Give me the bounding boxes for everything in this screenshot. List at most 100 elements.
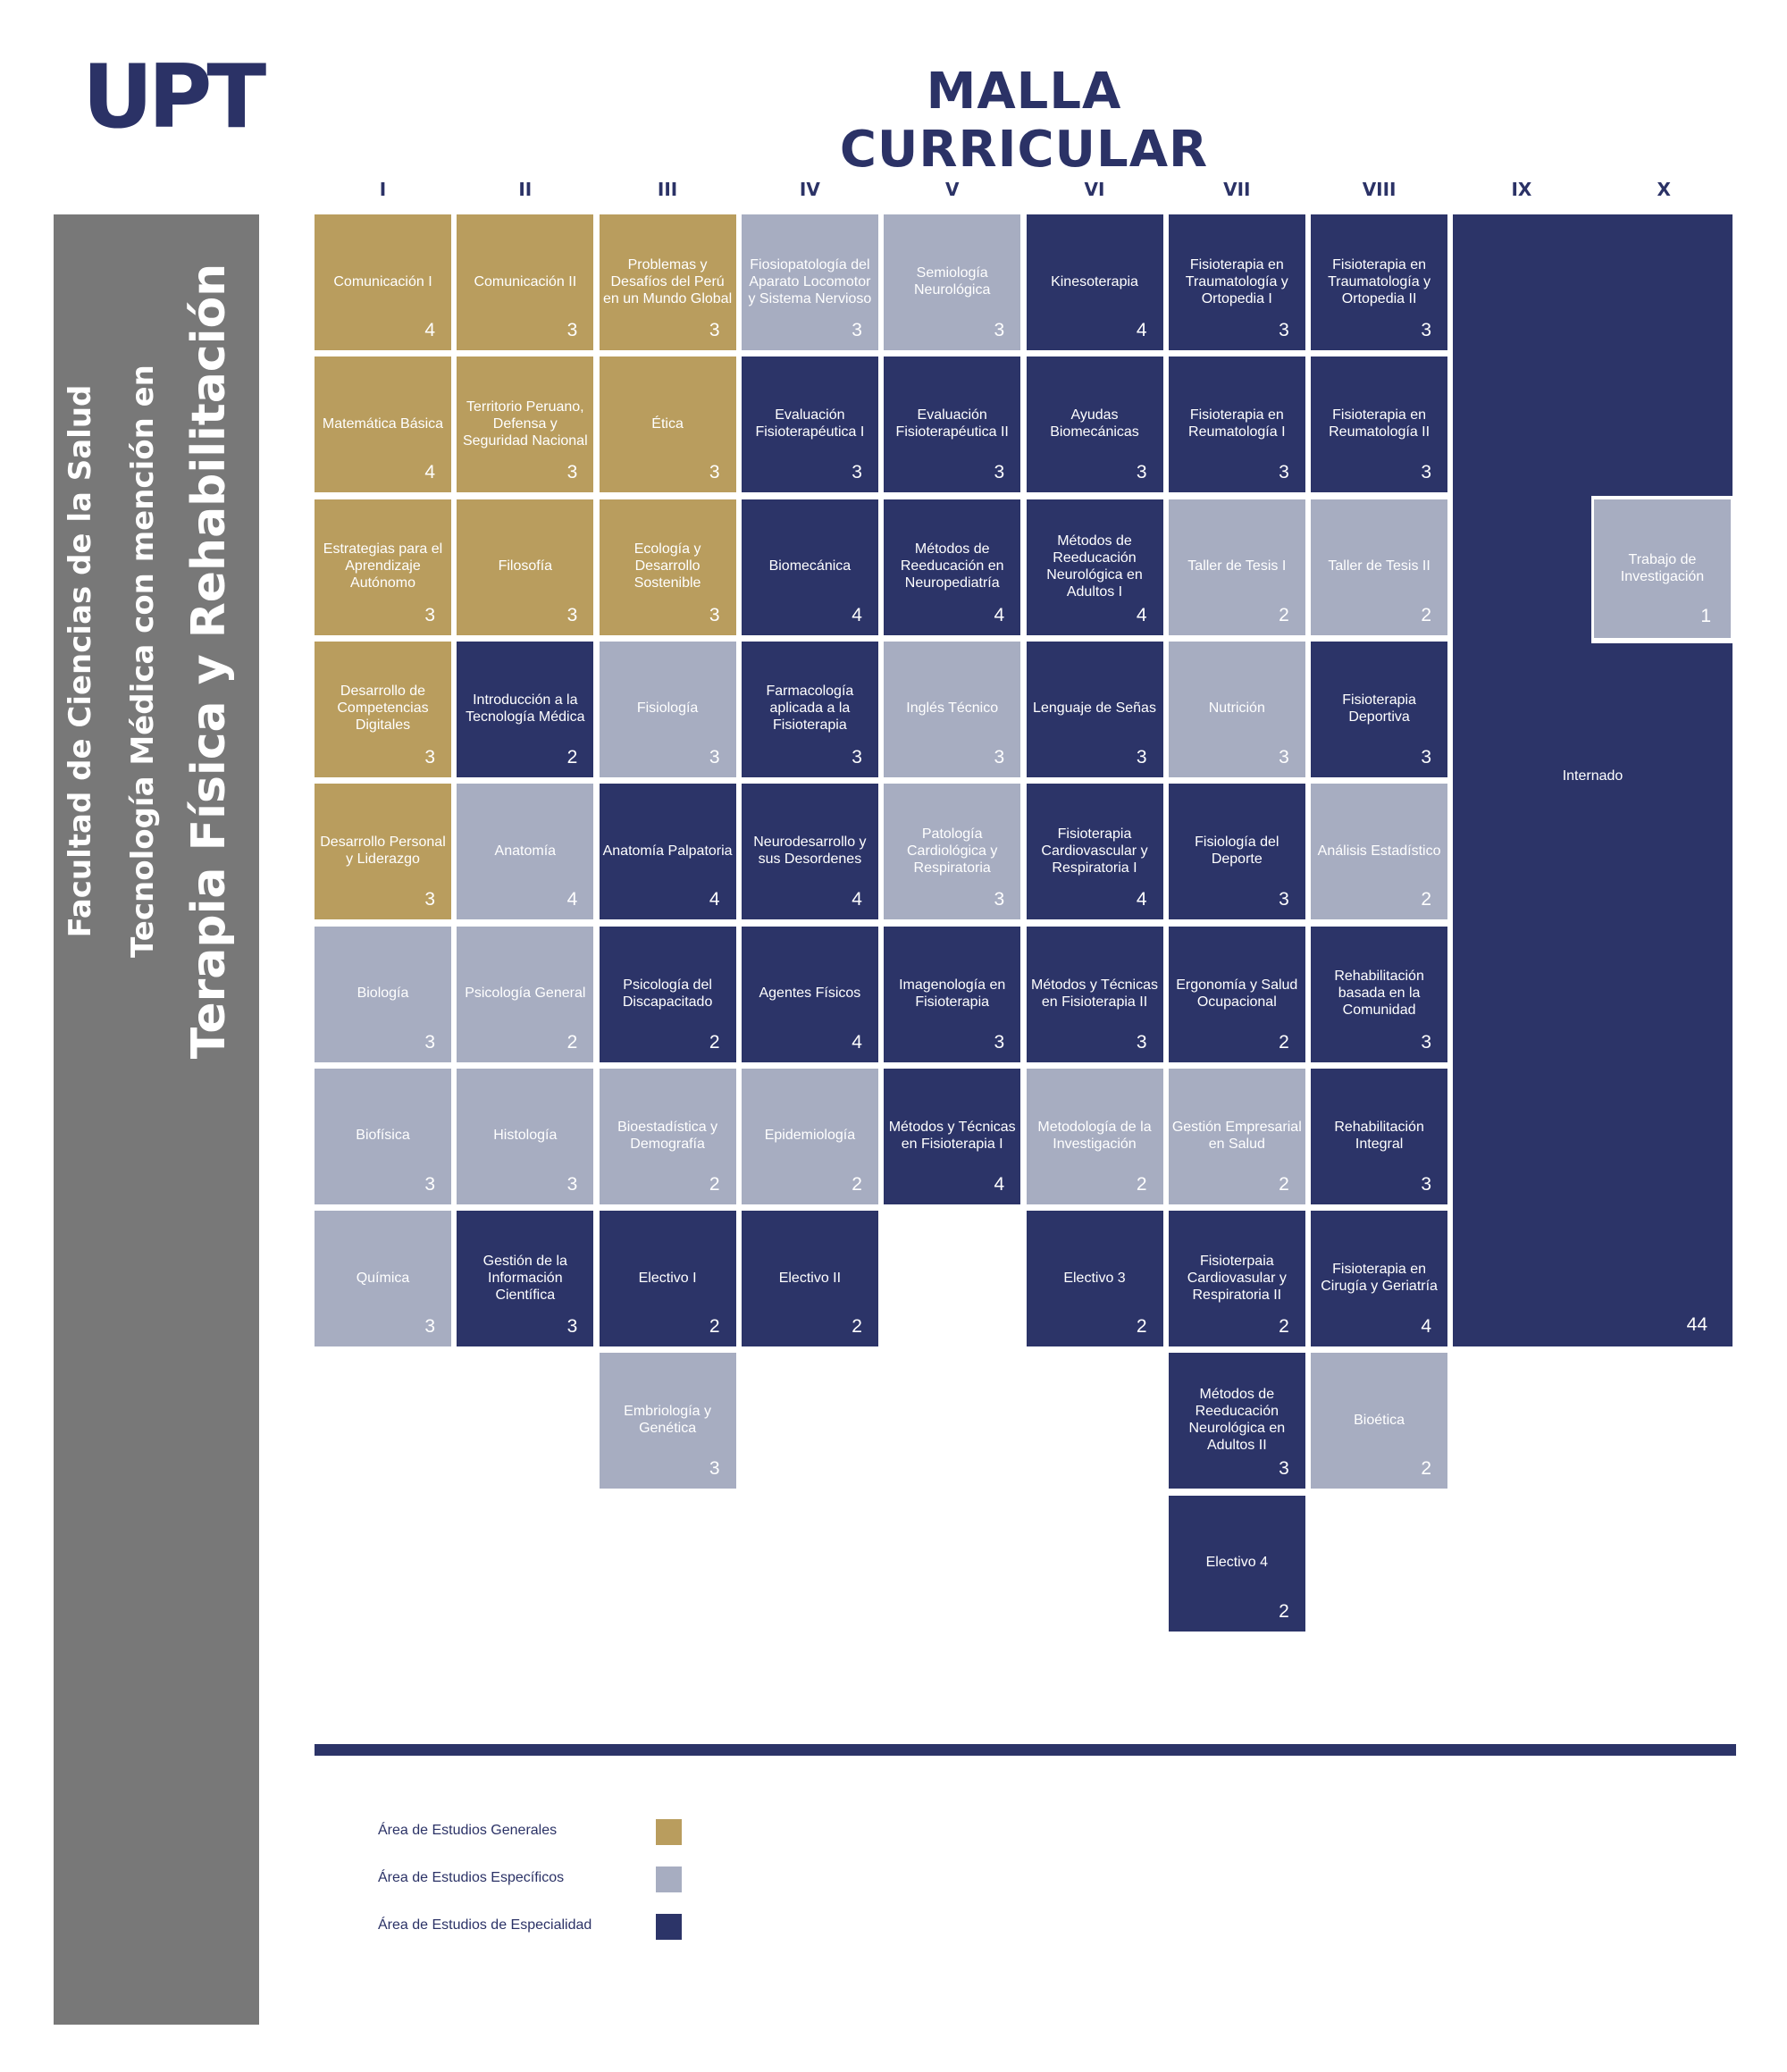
course-name: Comunicación I	[333, 273, 432, 289]
semester-header: IX	[1511, 179, 1532, 200]
course-credits: 3	[1279, 889, 1289, 910]
course-credits: 3	[1421, 1173, 1432, 1195]
course-credits: 4	[852, 1031, 862, 1053]
course-cell: Imagenología en Fisioterapia 3	[884, 926, 1021, 1062]
course-cell: Gestión de la Información Científica 3	[457, 1211, 594, 1347]
course-cell: Electivo 3 2	[1026, 1211, 1163, 1347]
course-credits: 3	[1136, 746, 1147, 768]
course-name: Inglés Técnico	[906, 700, 999, 717]
course-name: Territorio Peruano, Defensa y Seguridad …	[462, 398, 588, 449]
semester-header: V	[944, 179, 960, 200]
course-cell: Metodología de la Investigación 2	[1026, 1068, 1163, 1204]
course-name: Anatomía	[494, 843, 557, 859]
course-cell: Métodos de Reeducación Neurológica en Ad…	[1026, 499, 1163, 635]
course-name: Problemas y Desafíos del Perú en un Mund…	[603, 256, 733, 306]
course-name: Neurodesarrollo y sus Desordenes	[753, 835, 867, 868]
course-credits: 3	[994, 889, 1005, 910]
course-cell: Fisioterapia Cardiovascular y Respirator…	[1026, 784, 1163, 920]
course-credits: 2	[1421, 604, 1432, 625]
course-name: Lenguaje de Señas	[1033, 700, 1156, 717]
course-name: Fiosiopatología del Aparato Locomotor y …	[748, 256, 872, 306]
course-credits: 3	[424, 746, 435, 768]
course-name: Fisioterapia Cardiovascular y Respirator…	[1041, 826, 1148, 876]
course-cell: Desarrollo Personal y Liderazgo 3	[315, 784, 451, 920]
specialty-name: Terapia Física y Rehabilitación	[182, 263, 236, 1060]
course-name: Anatomía Palpatoria	[602, 843, 733, 859]
course-cell: Electivo II 2	[741, 1211, 878, 1347]
course-name: Ecología y Desarrollo Sostenible	[633, 541, 701, 591]
sidebar	[54, 214, 259, 2025]
course-cell: Fisiología del Deporte 3	[1168, 784, 1305, 920]
course-cell: Fisioterapia en Traumatología y Ortopedi…	[1311, 214, 1448, 350]
course-cell: Introducción a la Tecnología Médica 2	[457, 641, 594, 777]
course-credits: 2	[1136, 1316, 1147, 1338]
course-credits: 2	[709, 1173, 720, 1195]
course-name: Métodos de Reeducación Neurológica en Ad…	[1188, 1387, 1286, 1454]
course-name: Electivo I	[638, 1270, 697, 1286]
course-credits: 44	[1686, 1314, 1707, 1335]
course-name: Ergonomía y Salud Ocupacional	[1176, 977, 1298, 1010]
course-cell: Epidemiología 2	[741, 1068, 878, 1204]
course-credits: 3	[566, 462, 578, 483]
course-name: Métodos y Técnicas en Fisioterapia I	[888, 1119, 1016, 1152]
trabajo-investigacion-cell: Trabajo de Investigación 1	[1594, 499, 1731, 638]
course-credits: 3	[709, 462, 720, 483]
course-credits: 2	[1421, 1458, 1432, 1480]
course-credits: 3	[1421, 462, 1432, 483]
course-name: Bioestadística y Demografía	[617, 1119, 718, 1152]
semester-header: III	[657, 179, 678, 200]
course-credits: 1	[1700, 606, 1711, 626]
course-name: Electivo II	[778, 1270, 842, 1286]
course-credits: 3	[424, 1031, 435, 1053]
course-cell: Electivo I 2	[599, 1211, 736, 1347]
course-name: Fisiología del Deporte	[1195, 835, 1279, 868]
course-credits: 2	[1279, 604, 1289, 625]
course-credits: 4	[852, 604, 862, 625]
course-name: Fisioterapia en Reumatología II	[1329, 407, 1430, 440]
course-name: Ética	[651, 415, 684, 432]
course-name: Fisioterapia en Traumatología y Ortopedi…	[1185, 256, 1288, 306]
course-name: Semiología Neurológica	[913, 265, 991, 298]
course-credits: 3	[994, 746, 1005, 768]
course-name: Psicología del Discapacitado	[622, 977, 713, 1010]
course-name: Ayudas Biomecánicas	[1050, 407, 1139, 440]
course-name: Evaluación Fisioterapéutica II	[895, 407, 1009, 440]
course-credits: 2	[1279, 1173, 1289, 1195]
course-name: Kinesoterapia	[1051, 273, 1138, 289]
course-name: Electivo 4	[1205, 1555, 1268, 1571]
trabajo-investigacion-frame: Trabajo de Investigación 1	[1591, 496, 1734, 643]
course-cell: Anatomía Palpatoria 4	[599, 784, 736, 920]
course-name: Metodología de la Investigación	[1037, 1119, 1152, 1152]
course-name: Taller de Tesis II	[1328, 558, 1430, 575]
course-credits: 3	[1136, 1031, 1147, 1053]
course-name: Fisioterapia en Traumatología y Ortopedi…	[1328, 256, 1431, 306]
course-credits: 3	[852, 462, 862, 483]
course-name: Estrategias para el Aprendizaje Autónomo	[323, 541, 443, 591]
course-cell: Evaluación Fisioterapéutica II 3	[884, 357, 1021, 493]
semester-header: I	[379, 179, 387, 200]
course-credits: 3	[1421, 1031, 1432, 1053]
course-credits: 3	[424, 1173, 435, 1195]
course-cell: Bioética 2	[1311, 1353, 1448, 1489]
course-name: Fisioterpaia Cardiovasular y Respiratori…	[1187, 1253, 1287, 1303]
course-name: Biofísica	[356, 1128, 410, 1144]
course-credits: 4	[852, 889, 862, 910]
course-name: Imagenología en Fisioterapia	[899, 977, 1006, 1010]
course-cell: Semiología Neurológica 3	[884, 214, 1021, 350]
course-name: Comunicación II	[474, 273, 577, 289]
course-name: Rehabilitación basada en la Comunidad	[1334, 969, 1424, 1018]
course-credits: 2	[852, 1173, 862, 1195]
course-credits: 3	[709, 1458, 720, 1480]
course-cell: Inglés Técnico 3	[884, 641, 1021, 777]
course-cell: Ayudas Biomecánicas 3	[1026, 357, 1163, 493]
course-credits: 4	[424, 320, 435, 340]
course-cell: Fisioterapia en Traumatología y Ortopedi…	[1168, 214, 1305, 350]
course-name: Fisioterapia en Cirugía y Geriatría	[1321, 1262, 1438, 1295]
course-cell: Fisiología 3	[599, 641, 736, 777]
course-credits: 2	[709, 1316, 720, 1338]
course-credits: 3	[1279, 1458, 1289, 1480]
legend-label: Área de Estudios Generales	[378, 1823, 558, 1838]
course-cell: Métodos de Reeducación Neurológica en Ad…	[1168, 1353, 1305, 1489]
course-cell: Desarrollo de Competencias Digitales 3	[315, 641, 451, 777]
course-credits: 3	[994, 320, 1005, 340]
